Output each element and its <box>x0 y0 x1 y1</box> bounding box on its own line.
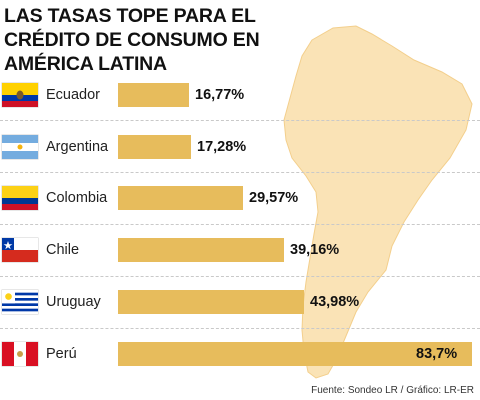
row-divider <box>0 172 480 173</box>
bar-ecuador <box>118 83 189 107</box>
value-label: 17,28% <box>197 139 247 155</box>
argentina-flag-icon <box>2 135 38 159</box>
row-divider <box>0 224 480 225</box>
country-label: Chile <box>46 242 80 258</box>
row-divider <box>0 120 480 121</box>
country-label: Uruguay <box>46 294 101 310</box>
value-label: 39,16% <box>290 242 340 258</box>
chile-flag-icon <box>2 238 38 262</box>
value-label: 43,98% <box>310 294 360 310</box>
bar-chile <box>118 238 284 262</box>
country-label: Argentina <box>46 139 109 155</box>
country-label: Ecuador <box>46 87 101 103</box>
bar-colombia <box>118 186 243 210</box>
bar-peru <box>118 342 472 366</box>
ecuador-flag-icon <box>2 83 38 107</box>
country-label: Colombia <box>46 190 108 206</box>
country-label: Perú <box>46 346 77 362</box>
chart-title: LAS TASAS TOPE PARA EL CRÉDITO DE CONSUM… <box>4 5 260 75</box>
peru-flag-icon <box>2 342 38 366</box>
source-note: Fuente: Sondeo LR / Gráfico: LR-ER <box>311 385 474 396</box>
colombia-flag-icon <box>2 186 38 210</box>
value-label: 83,7% <box>416 346 458 362</box>
bar-argentina <box>118 135 191 159</box>
row-divider <box>0 276 480 277</box>
uruguay-flag-icon <box>2 290 38 314</box>
south-america-map-shape <box>283 25 473 379</box>
value-label: 29,57% <box>249 190 299 206</box>
bar-uruguay <box>118 290 304 314</box>
row-divider <box>0 328 480 329</box>
value-label: 16,77% <box>195 87 245 103</box>
